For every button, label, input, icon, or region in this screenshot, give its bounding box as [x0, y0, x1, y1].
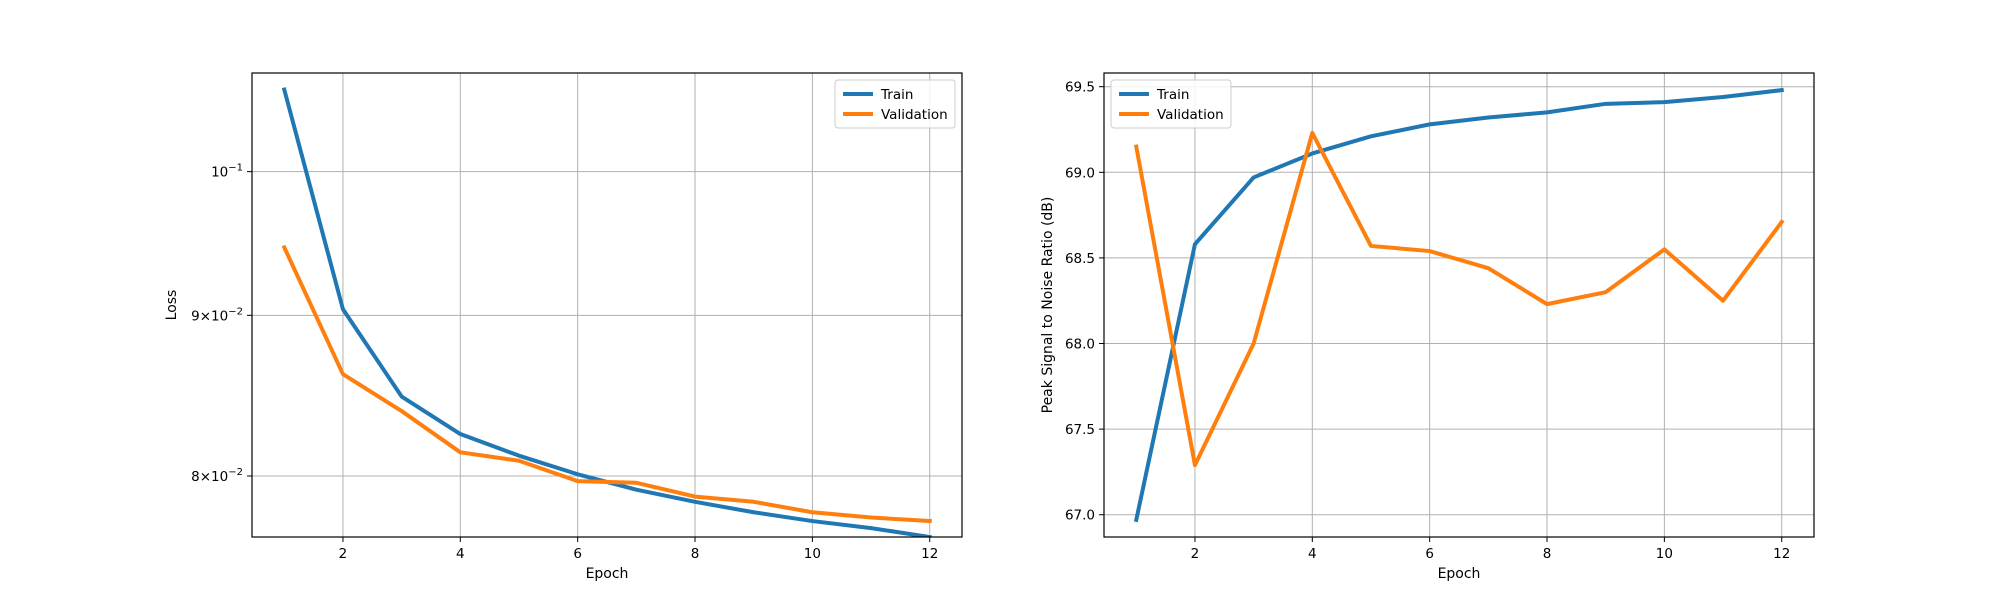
series-line-validation	[281, 244, 932, 524]
y-tick-label: 67.5	[1065, 422, 1095, 438]
x-axis-label: Epoch	[586, 566, 629, 582]
y-tick-label: 8×10−2	[191, 467, 243, 485]
legend-label-train: Train	[880, 87, 913, 103]
x-tick-label: 12	[921, 546, 938, 562]
axes-frame	[1103, 72, 1815, 538]
grid	[1104, 73, 1814, 537]
x-tick-label: 4	[456, 546, 465, 562]
y-tick-label: 69.0	[1065, 165, 1095, 181]
x-tick-label: 10	[1656, 546, 1673, 562]
axes-frame	[251, 72, 963, 538]
x-tick-label: 6	[1425, 546, 1434, 562]
y-tick-label: 68.0	[1065, 337, 1095, 353]
y-axis-label: Loss	[164, 290, 180, 321]
legend: Train Validation	[1110, 79, 1232, 129]
series-line-train	[1133, 87, 1784, 523]
loss-chart: 2 4 6 8 10 12 Epoch 8×10−2 9×10−2 10−1 Loss Train Va…	[164, 72, 963, 582]
y-axis-label: Peak Signal to Noise Ratio (dB)	[1040, 197, 1056, 414]
y-axis: 67.0 67.5 68.0 68.5 69.0 69.5 Peak Signal to N…	[1040, 80, 1104, 524]
y-tick-label: 69.5	[1065, 80, 1095, 96]
series-lines	[1133, 87, 1785, 523]
legend-label-train: Train	[1156, 87, 1189, 103]
y-axis: 8×10−2 9×10−2 10−1 Loss	[164, 163, 252, 485]
y-tick-label: 67.0	[1065, 508, 1095, 524]
x-axis: 2 4 6 8 10 12 Epoch	[339, 537, 938, 582]
y-tick-label: 68.5	[1065, 251, 1095, 267]
x-axis-label: Epoch	[1438, 566, 1481, 582]
y-tick-label: 10−1	[211, 163, 243, 181]
x-tick-label: 2	[1191, 546, 1200, 562]
x-tick-label: 4	[1308, 546, 1317, 562]
x-tick-label: 10	[804, 546, 821, 562]
legend: Train Validation	[834, 79, 956, 129]
x-tick-label: 12	[1773, 546, 1790, 562]
x-tick-label: 8	[691, 546, 700, 562]
x-tick-label: 2	[339, 546, 348, 562]
grid	[252, 73, 962, 537]
legend-label-validation: Validation	[881, 107, 948, 123]
series-line-validation	[1133, 130, 1785, 468]
series-lines	[281, 87, 933, 537]
x-tick-label: 6	[573, 546, 582, 562]
x-tick-label: 8	[1543, 546, 1552, 562]
psnr-chart: 2 4 6 8 10 12 Epoch 67.0 67.5 68.0 68.5 69.0 69.5 Pea…	[1040, 72, 1815, 582]
legend-label-validation: Validation	[1157, 107, 1224, 123]
x-axis: 2 4 6 8 10 12 Epoch	[1191, 537, 1790, 582]
y-tick-label: 9×10−2	[191, 306, 243, 324]
